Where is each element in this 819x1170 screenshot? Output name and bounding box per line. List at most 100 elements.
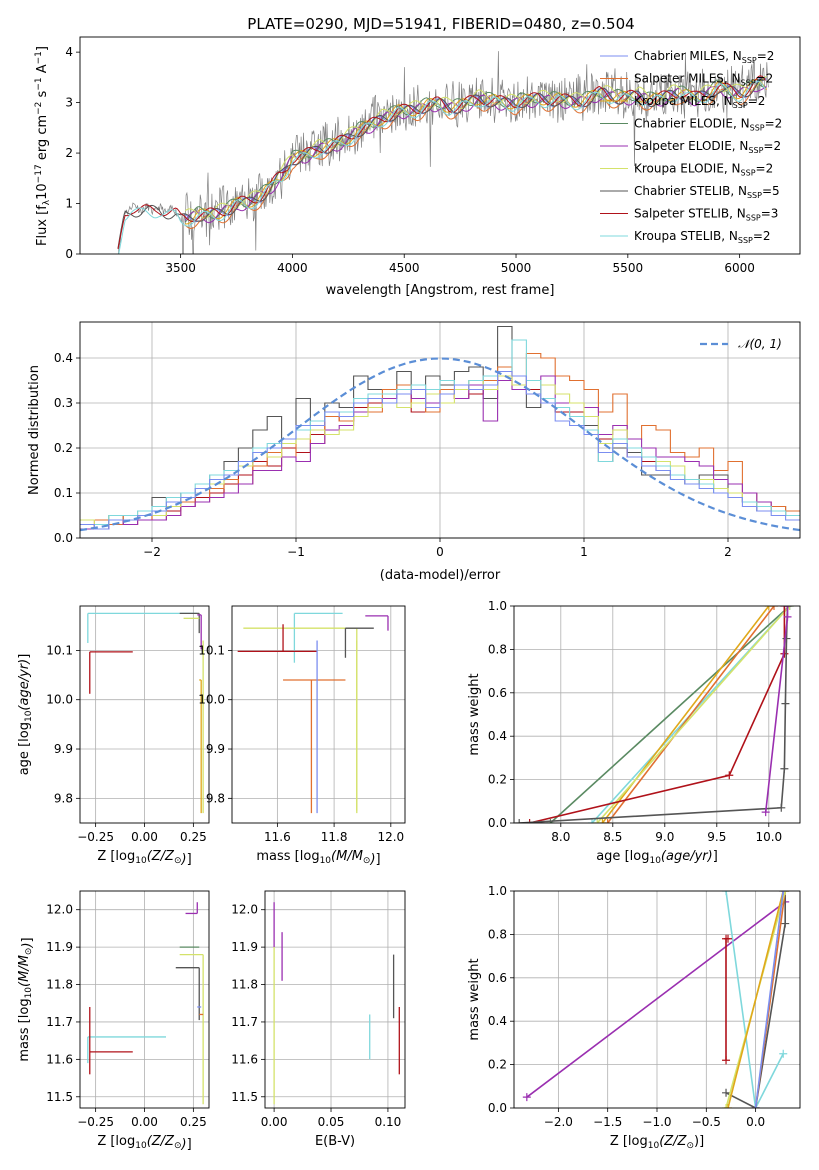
mass-weight-line (529, 606, 786, 823)
x-tick-label: 0.10 (375, 1115, 402, 1129)
y-tick-label: 0.8 (488, 642, 507, 656)
y-tick-label: 0.0 (488, 816, 507, 830)
mass-weight-marker (724, 934, 733, 943)
plot-area (87, 612, 204, 814)
figure-title: PLATE=0290, MJD=51941, FIBERID=0480, z=0… (247, 15, 634, 33)
plot-area (515, 606, 794, 823)
y-tick-label: 0.8 (488, 927, 507, 941)
y-axis-label: age [log10(age/yr)] (17, 654, 34, 776)
plot-area (522, 891, 790, 1108)
mass-weight-marker (722, 891, 731, 895)
mass-weight-line (725, 891, 784, 1108)
y-tick-label: 9.9 (54, 742, 73, 756)
y-tick-label: 0.0 (54, 531, 73, 545)
spectrum-legend: Chabrier MILES, NSSP=2 Salpeter MILES, NS… (600, 49, 782, 245)
plot-layer: 3500 4000 4500 5000 5500 6000 0 1 2 3 4 wavelength … (17, 36, 801, 1152)
x-tick-label: 4500 (389, 261, 420, 275)
y-tick-label: 0.4 (488, 729, 507, 743)
y-tick-label: 0.2 (488, 1058, 507, 1072)
mass-weight-marker (725, 771, 734, 780)
x-axis-label: E(B-V) (315, 1134, 355, 1149)
y-axis-label: Normed distribution (27, 365, 42, 495)
x-tick-label: 10.0 (755, 830, 782, 844)
y-tick-label: 9.9 (206, 742, 225, 756)
mass-weight-line (596, 606, 791, 823)
mass-weight-marker (770, 606, 778, 610)
axes-mass_vs_ebv: 0.00 0.05 0.10 11.5 11.6 11.7 11.8 11.9 12.0 E(B-… (231, 890, 406, 1149)
mass-weight-line (725, 937, 728, 1061)
mass-weight-marker (722, 1088, 731, 1097)
axes-frame (264, 890, 406, 1109)
x-axis-label: (data-model)/error (380, 568, 501, 583)
model-spectrum-line (117, 77, 766, 249)
mass-weight-marker (593, 819, 602, 823)
mass-weight-marker (588, 819, 596, 823)
legend-entry: Salpeter STELIB, NSSP=3 (634, 207, 778, 223)
mass-weight-marker (764, 606, 773, 610)
mass-weight-marker (603, 819, 612, 823)
axes-age_vs_Z: −0.25 0.00 0.25 9.8 9.9 10.0 10.1 Z [log10(Z/Z⊙… (17, 605, 210, 867)
y-tick-label: 1 (65, 197, 73, 211)
x-tick-label: 4000 (277, 261, 308, 275)
legend-entry: Kroupa STELIB, NSSP=2 (634, 229, 771, 245)
x-tick-label: −1 (287, 545, 305, 559)
x-tick-label: 5500 (613, 261, 644, 275)
model-spectrum-line (184, 76, 767, 223)
mass-weight-line (754, 891, 784, 1108)
x-tick-label: 12.0 (377, 830, 404, 844)
axes-massweight_vs_Z: −2.0 −1.5 −1.0 −0.5 0.0 0.0 0.2 0.4 0.6 0.8 1.0 Z [… (467, 884, 801, 1151)
y-tick-label: 11.6 (231, 1052, 258, 1066)
mass-weight-marker (783, 606, 792, 610)
x-tick-label: −2 (143, 545, 161, 559)
mass-weight-marker (782, 634, 791, 643)
y-tick-label: 0.4 (54, 351, 73, 365)
x-tick-label: 9.0 (655, 830, 674, 844)
y-tick-label: 11.8 (231, 978, 258, 992)
y-tick-label: 2 (65, 146, 73, 160)
y-tick-label: 11.7 (46, 1015, 73, 1029)
x-tick-label: 2 (724, 545, 732, 559)
model-spectrum-line (184, 75, 767, 219)
legend-entry: Salpeter MILES, NSSP=2 (634, 72, 773, 88)
y-tick-label: 12.0 (231, 903, 258, 917)
x-tick-label: 8.5 (603, 830, 622, 844)
y-tick-label: 0.6 (488, 686, 507, 700)
model-spectrum-line (185, 78, 767, 225)
legend-entry: Kroupa ELODIE, NSSP=2 (634, 162, 773, 178)
x-tick-label: 0.25 (180, 1115, 207, 1129)
mass-weight-marker (780, 764, 789, 773)
mass-weight-line (727, 891, 784, 1108)
legend-entry: 𝒩(0, 1) (738, 337, 782, 351)
mass-weight-marker (781, 919, 790, 928)
y-tick-label: 9.8 (54, 791, 73, 805)
mass-weight-line (725, 891, 787, 1108)
axes-frame (513, 605, 801, 824)
legend-entry: Salpeter ELODIE, NSSP=2 (634, 139, 781, 155)
legend-entry: Chabrier MILES, NSSP=2 (634, 49, 774, 65)
mass-weight-marker (781, 699, 790, 708)
x-tick-label: 0.00 (131, 830, 158, 844)
mass-weight-marker (780, 606, 789, 610)
x-tick-label: 0.05 (318, 1115, 345, 1129)
x-tick-label: −0.25 (77, 1115, 114, 1129)
mass-weight-marker (722, 1056, 731, 1065)
y-tick-label: 0.4 (488, 1014, 507, 1028)
x-tick-label: −1.5 (593, 1115, 622, 1129)
mass-weight-line (526, 901, 786, 1098)
x-tick-label: 8.0 (551, 830, 570, 844)
x-tick-label: 0.0 (746, 1115, 765, 1129)
x-tick-label: 11.6 (264, 830, 291, 844)
y-axis-label: Flux [fλ10−17 erg cm−2 s−1 A−1] (34, 46, 52, 246)
mass-weight-line (519, 606, 789, 823)
y-tick-label: 10.1 (198, 643, 225, 657)
y-tick-label: 1.0 (488, 884, 507, 898)
legend-entry: Chabrier ELODIE, NSSP=2 (634, 117, 782, 133)
x-axis-label: Z [log10(Z/Z⊙)] (610, 1134, 704, 1151)
mass-weight-line (601, 606, 770, 823)
y-tick-label: 0.2 (488, 773, 507, 787)
model-spectrum-line (184, 79, 767, 223)
x-tick-label: 1 (580, 545, 588, 559)
y-tick-label: 0.2 (54, 441, 73, 455)
y-tick-label: 11.6 (46, 1052, 73, 1066)
